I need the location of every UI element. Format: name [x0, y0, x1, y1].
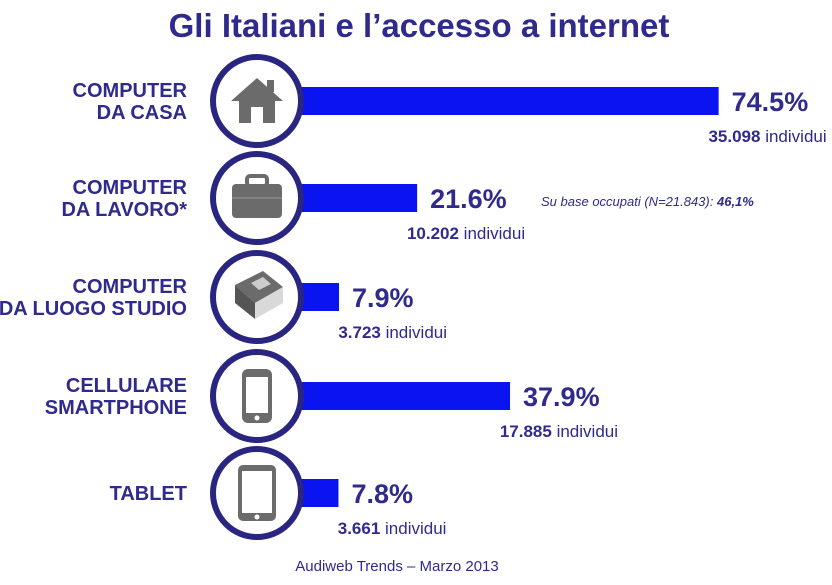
book-icon: [235, 271, 283, 319]
count-label: 35.098 individui: [708, 127, 826, 146]
source-note: Audiweb Trends – Marzo 2013: [295, 558, 498, 575]
annotation-text: Su base occupati (N=21.843):: [541, 194, 717, 209]
value-label: 37.9%: [523, 382, 600, 412]
chart-title: Gli Italiani e l’accesso a internet: [169, 7, 670, 44]
count-label: 3.723 individui: [338, 323, 447, 342]
bar: [294, 87, 719, 115]
count-label: 10.202 individui: [407, 224, 525, 243]
category-label: COMPUTER: [73, 276, 188, 298]
annotation: Su base occupati (N=21.843): 46,1%: [541, 194, 754, 209]
value-label: 7.9%: [352, 283, 414, 313]
briefcase-icon: [232, 174, 282, 218]
value-label: 7.8%: [351, 479, 413, 509]
category-label: COMPUTER: [73, 80, 188, 102]
count-label: 17.885 individui: [500, 422, 618, 441]
value-label: 74.5%: [732, 87, 809, 117]
value-label: 21.6%: [430, 184, 507, 214]
category-label: DA LUOGO STUDIO: [0, 298, 187, 320]
bar: [294, 184, 418, 212]
category-label: DA CASA: [97, 102, 187, 124]
count-label: 3.661 individui: [338, 519, 447, 538]
annotation-value: 46,1%: [716, 194, 754, 209]
category-label: TABLET: [110, 483, 187, 505]
tablet-icon: [238, 465, 276, 521]
category-label: SMARTPHONE: [45, 397, 187, 419]
bar: [294, 382, 511, 410]
category-label: COMPUTER: [73, 177, 188, 199]
category-label: DA LAVORO*: [61, 199, 187, 221]
house-icon: [231, 78, 283, 123]
smartphone-icon: [242, 369, 272, 423]
category-label: CELLULARE: [66, 375, 187, 397]
